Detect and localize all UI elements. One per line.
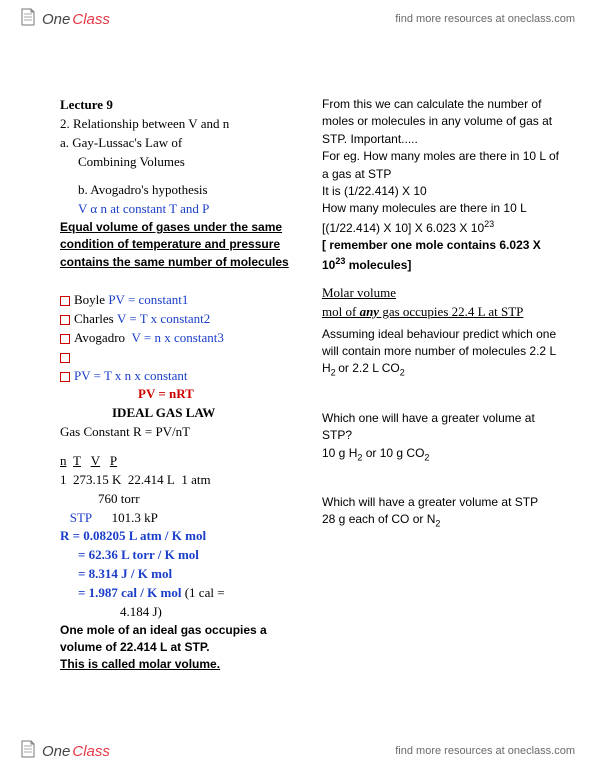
boyle-eq: PV = constant1 — [108, 292, 188, 307]
charles-label: Charles — [74, 311, 114, 326]
volume-question-c-values: 28 g each of CO or N2 — [322, 511, 565, 530]
volume-question-b: Which one will have a greater volume at … — [322, 410, 565, 445]
lecture-title: Lecture 9 — [60, 96, 298, 115]
molar-volume-line: mol of any gas occupies 22.4 L at STP — [322, 303, 565, 322]
cell-n: 1 — [60, 472, 67, 487]
volume-question-b-values: 10 g H2 or 10 g CO2 — [322, 445, 565, 464]
stp-label: STP — [70, 510, 92, 525]
example-q1: For eg. How many moles are there in 10 L… — [322, 148, 565, 183]
logo-footer: OneClass — [20, 740, 110, 762]
avogadro-label: Avogadro — [74, 330, 125, 345]
ideal-gas-law: IDEAL GAS LAW — [60, 404, 298, 423]
example-q2: How many molecules are there in 10 L — [322, 200, 565, 217]
paper-icon — [20, 740, 36, 762]
footer: OneClass find more resources at oneclass… — [0, 732, 595, 770]
checkbox-icon — [60, 296, 70, 306]
logo-class: Class — [72, 11, 110, 28]
qc-sub: 2 — [435, 519, 440, 529]
gas-constant-label: Gas Constant R = PV/nT — [60, 423, 298, 442]
r-value-3: = 8.314 J / K mol — [60, 565, 298, 584]
row-torr: 760 torr — [60, 490, 298, 509]
r-value-2: = 62.36 L torr / K mol — [60, 546, 298, 565]
cell-v: 22.414 L — [128, 472, 175, 487]
checkbox-icon — [60, 315, 70, 325]
example-a1: It is (1/22.414) X 10 — [322, 183, 565, 200]
gay-lussac-a: a. Gay-Lussac's Law of — [60, 134, 298, 153]
qb2a: 10 g H — [322, 446, 357, 460]
mv-c: gas occupies 22.4 L at STP — [379, 304, 523, 319]
checkbox-icon — [60, 334, 70, 344]
predict-question: Assuming ideal behaviour predict which o… — [322, 326, 565, 380]
avogadro-b: b. Avogadro's hypothesis — [60, 181, 298, 200]
rem-exp: 23 — [335, 256, 345, 266]
relationship-line: 2. Relationship between V and n — [60, 115, 298, 134]
pv-nrt: PV = nRT — [60, 385, 298, 404]
avogadro-eq: V = n x constant3 — [132, 330, 224, 345]
boyle-row: Boyle PV = constant1 — [60, 291, 298, 310]
a2-exp: 23 — [484, 219, 494, 229]
avogadro-relation: V α n at constant T and P — [60, 200, 298, 219]
checkbox-icon — [60, 353, 70, 363]
charles-row: Charles V = T x constant2 — [60, 310, 298, 329]
qa2b: or 2.2 L CO — [338, 361, 400, 375]
empty-checkbox-row — [60, 348, 298, 367]
a2-base: [(1/22.414) X 10] X 6.023 X 10 — [322, 221, 484, 235]
molar-volume-def: This is called molar volume. — [60, 656, 298, 673]
ntvp-row1: 1 273.15 K 22.414 L 1 atm — [60, 471, 298, 490]
boyle-label: Boyle — [74, 292, 105, 307]
r-value-4: = 1.987 cal / K mol (1 cal = — [60, 584, 298, 603]
mv-any: any — [360, 304, 380, 319]
logo-one-footer: One — [42, 743, 70, 760]
cell-t: 273.15 K — [73, 472, 121, 487]
resources-link-top[interactable]: find more resources at oneclass.com — [395, 13, 575, 25]
qc2a: 28 g each of CO or N — [322, 512, 435, 526]
logo: OneClass — [20, 8, 110, 30]
logo-one: One — [42, 11, 70, 28]
resources-link-bottom[interactable]: find more resources at oneclass.com — [395, 745, 575, 757]
rem-c: molecules] — [345, 258, 411, 272]
qa-sub2: 2 — [400, 368, 405, 378]
checkbox-icon — [60, 372, 70, 382]
charles-eq: V = T x constant2 — [117, 311, 210, 326]
r-value-1: R = 0.08205 L atm / K mol — [60, 527, 298, 546]
combined-eq: PV = T x n x constant — [74, 368, 188, 383]
r4a: = 1.987 cal / K mol — [60, 584, 181, 603]
example-a2: [(1/22.414) X 10] X 6.023 X 1023 — [322, 218, 565, 237]
equal-volume-statement: Equal volume of gases under the same con… — [60, 219, 298, 271]
hdr-v: V — [91, 453, 100, 468]
gay-lussac-a2: Combining Volumes — [60, 153, 298, 172]
paper-icon — [20, 8, 36, 30]
molar-volume-title: Molar volume — [322, 284, 565, 303]
stp-row: STP 101.3 kP — [60, 509, 298, 528]
r4b: (1 cal = — [181, 585, 224, 600]
volume-question-c: Which will have a greater volume at STP — [322, 494, 565, 511]
calc-intro: From this we can calculate the number of… — [322, 96, 565, 148]
combined-row: PV = T x n x constant — [60, 367, 298, 386]
hdr-t: T — [73, 453, 81, 468]
cell-p: 1 atm — [181, 472, 210, 487]
right-column: From this we can calculate the number of… — [322, 96, 565, 730]
qb2b: or 10 g CO — [362, 446, 424, 460]
qb-sub2: 2 — [424, 452, 429, 462]
hdr-p: P — [110, 453, 117, 468]
mv-a: mol of — [322, 304, 360, 319]
remember-note: [ remember one mole contains 6.023 X 102… — [322, 237, 565, 274]
ntvp-header: n T V P — [60, 452, 298, 471]
cal-joule: 4.184 J) — [60, 603, 298, 622]
left-column: Lecture 9 2. Relationship between V and … — [60, 96, 298, 730]
logo-class-footer: Class — [72, 743, 110, 760]
avogadro-row: Avogadro V = n x constant3 — [60, 329, 298, 348]
stp-val: 101.3 kP — [112, 510, 158, 525]
one-mole-statement: One mole of an ideal gas occupies a volu… — [60, 622, 298, 657]
header: OneClass find more resources at oneclass… — [0, 0, 595, 38]
content: Lecture 9 2. Relationship between V and … — [60, 96, 565, 730]
hdr-n: n — [60, 453, 67, 468]
